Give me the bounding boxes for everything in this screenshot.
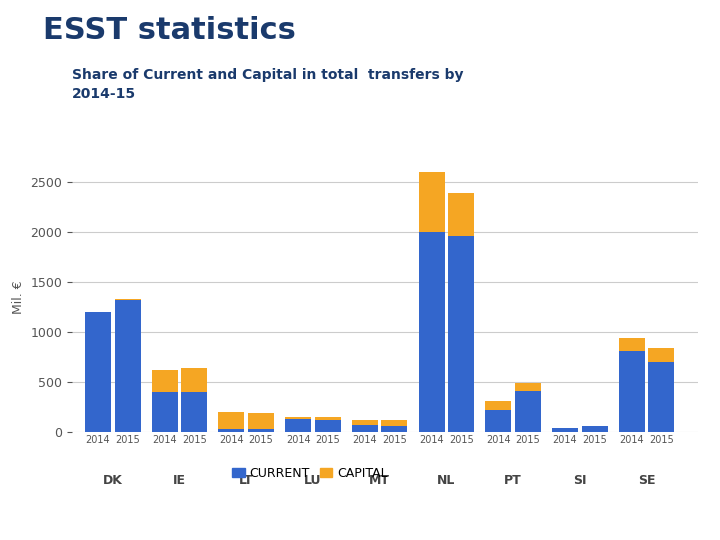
Text: ESST statistics: ESST statistics	[43, 16, 296, 45]
Bar	[85, 312, 111, 432]
Bar	[181, 368, 207, 392]
Bar	[485, 401, 511, 410]
Text: SE: SE	[638, 474, 655, 487]
Bar	[418, 172, 444, 232]
Text: SI: SI	[573, 474, 587, 487]
Text: Share of Current and Capital in total  transfers by
2014-15: Share of Current and Capital in total tr…	[72, 68, 464, 101]
Bar	[315, 420, 341, 432]
Bar	[552, 428, 578, 432]
Bar	[618, 351, 644, 432]
Text: NL: NL	[437, 474, 456, 487]
Bar	[181, 392, 207, 432]
Bar	[248, 413, 274, 429]
Bar	[218, 429, 244, 432]
Bar	[449, 236, 474, 432]
Text: LU: LU	[304, 474, 322, 487]
Bar	[114, 299, 140, 300]
Bar	[382, 426, 408, 432]
Bar	[582, 426, 608, 432]
Bar	[248, 429, 274, 432]
Bar	[152, 370, 178, 392]
Text: IE: IE	[173, 474, 186, 487]
Text: MT: MT	[369, 474, 390, 487]
Bar	[418, 232, 444, 432]
Text: PT: PT	[504, 474, 522, 487]
Bar	[352, 420, 378, 425]
Bar	[515, 383, 541, 391]
Bar	[485, 410, 511, 432]
Bar	[515, 391, 541, 432]
Bar	[382, 420, 408, 426]
Bar	[352, 425, 378, 432]
Bar	[618, 338, 644, 351]
Bar	[152, 392, 178, 432]
Legend: CURRENT, CAPITAL: CURRENT, CAPITAL	[227, 462, 393, 485]
Text: LT: LT	[239, 474, 253, 487]
Bar	[315, 417, 341, 420]
Bar	[285, 419, 311, 432]
Bar	[649, 362, 675, 432]
Bar	[649, 348, 675, 362]
Y-axis label: Mil. €: Mil. €	[12, 280, 25, 314]
Bar	[114, 300, 140, 432]
Bar	[218, 411, 244, 429]
Bar	[285, 417, 311, 419]
Text: DK: DK	[103, 474, 122, 487]
Bar	[449, 193, 474, 236]
